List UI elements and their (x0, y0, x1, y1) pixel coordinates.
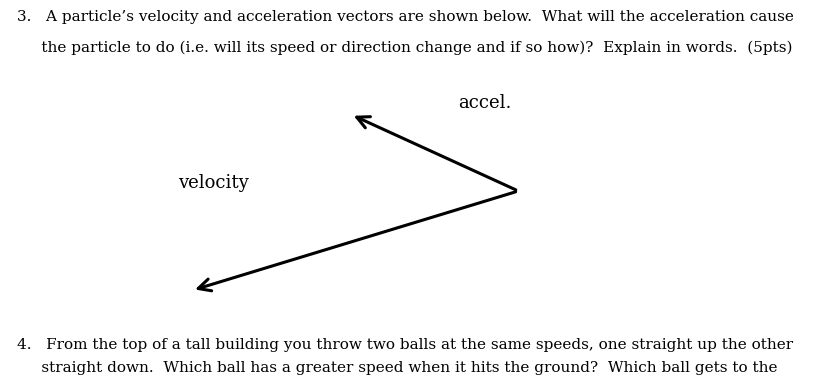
Text: the particle to do (i.e. will its speed or direction change and if so how)?  Exp: the particle to do (i.e. will its speed … (17, 40, 793, 55)
Text: 3.   A particle’s velocity and acceleration vectors are shown below.  What will : 3. A particle’s velocity and acceleratio… (17, 10, 793, 24)
Text: accel.: accel. (458, 94, 512, 112)
Text: velocity: velocity (178, 174, 248, 193)
Text: 4.   From the top of a tall building you throw two balls at the same speeds, one: 4. From the top of a tall building you t… (17, 338, 793, 352)
Text: straight down.  Which ball has a greater speed when it hits the ground?  Which b: straight down. Which ball has a greater … (17, 361, 777, 375)
